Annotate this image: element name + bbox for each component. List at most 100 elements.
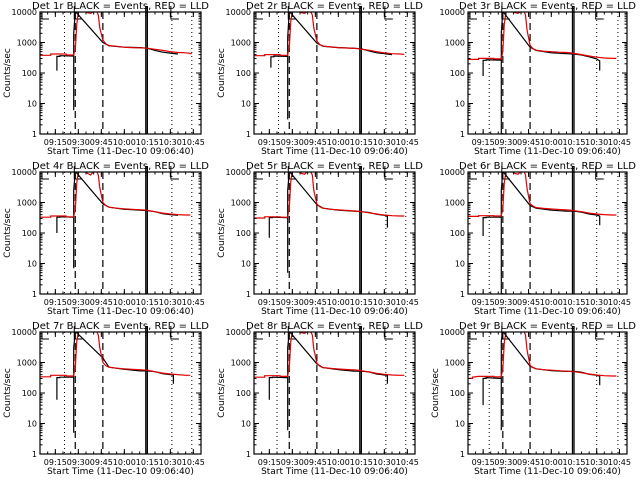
- xtick-label: 09:30: [281, 458, 304, 467]
- ytick-label: 1000: [17, 199, 37, 208]
- xtick-label: 10:30: [585, 458, 608, 467]
- xtick-label: 09:15: [44, 298, 67, 307]
- ytick-label: 10000: [12, 168, 37, 177]
- xtick-label: 09:15: [472, 458, 495, 467]
- series-line-lld: [40, 172, 191, 218]
- xtick-label: 09:45: [304, 138, 327, 147]
- xtick-label: 09:15: [258, 298, 281, 307]
- series-line-events: [482, 12, 601, 134]
- ytick-label: 10: [27, 420, 37, 429]
- ytick-label: 1: [460, 130, 465, 139]
- y-axis-label: Counts/sec: [3, 368, 13, 418]
- xtick-label: 10:45: [608, 298, 631, 307]
- ytick-label: 1: [460, 290, 465, 299]
- xtick-label: 10:15: [136, 298, 159, 307]
- xtick-label: 10:00: [113, 138, 136, 147]
- xtick-label: 10:15: [136, 458, 159, 467]
- ytick-label: 10: [27, 260, 37, 269]
- bracket-marker: [384, 6, 393, 20]
- ytick-label: 10000: [226, 168, 251, 177]
- series-line-events: [482, 172, 601, 294]
- xtick-label: 10:00: [327, 458, 350, 467]
- marker-lines: [64, 332, 193, 454]
- xtick-label: 10:15: [562, 458, 585, 467]
- ytick-label: 100: [22, 229, 37, 238]
- xtick-label: 09:45: [90, 138, 113, 147]
- xtick-label: 10:45: [396, 298, 419, 307]
- bracket-marker: [170, 6, 179, 20]
- ytick-label: 10000: [12, 8, 37, 17]
- xtick-label: 09:45: [304, 298, 327, 307]
- xtick-label: 09:30: [494, 458, 517, 467]
- marker-lines: [278, 12, 407, 134]
- x-axis-label: Start Time (11-Dec-10 09:06:40): [261, 307, 408, 317]
- xtick-label: 10:00: [113, 298, 136, 307]
- xtick-label: 10:45: [608, 458, 631, 467]
- xtick-label: 10:45: [182, 138, 205, 147]
- marker-lines: [276, 332, 407, 454]
- series-line-events: [482, 332, 601, 431]
- xtick-label: 09:30: [494, 138, 517, 147]
- bracket-marker: [384, 326, 393, 340]
- bracket-marker: [595, 326, 604, 340]
- ytick-label: 1000: [231, 359, 251, 368]
- series-group: [254, 172, 405, 273]
- ytick-label: 10000: [12, 328, 37, 337]
- panel-title: Det 3r BLACK = Events, RED = LLD: [459, 1, 636, 12]
- panel-title: Det 7r BLACK = Events, RED = LLD: [32, 321, 209, 332]
- xtick-label: 09:45: [304, 458, 327, 467]
- ytick-label: 10: [455, 420, 465, 429]
- y-axis-label: Counts/sec: [431, 368, 441, 418]
- xtick-label: 10:30: [159, 138, 182, 147]
- panel-title: Det 9r BLACK = Events, RED = LLD: [459, 321, 636, 332]
- xtick-label: 10:15: [136, 138, 159, 147]
- xtick-label: 10:45: [396, 138, 419, 147]
- panel-title: Det 1r BLACK = Events, RED = LLD: [32, 1, 209, 12]
- y-axis-label: Counts/sec: [217, 48, 227, 98]
- panel-title: Det 4r BLACK = Events, RED = LLD: [32, 161, 209, 172]
- series-group: [468, 332, 617, 431]
- xtick-label: 10:30: [159, 298, 182, 307]
- series-group: [40, 172, 191, 269]
- x-axis-label: Start Time (11-Dec-10 09:06:40): [261, 147, 408, 157]
- xtick-label: 10:30: [373, 298, 396, 307]
- x-axis-label: Start Time (11-Dec-10 09:06:40): [474, 307, 621, 317]
- panel-det-5: 1 10 100 1000 10000 09:15 09:30 09:45 10:00 10:15…: [217, 161, 423, 317]
- ytick-label: 1000: [445, 359, 465, 368]
- xtick-label: 10:30: [159, 458, 182, 467]
- xtick-label: 10:15: [562, 298, 585, 307]
- xtick-label: 10:15: [562, 138, 585, 147]
- series-group: [40, 12, 192, 111]
- ytick-label: 10000: [226, 8, 251, 17]
- ytick-label: 10000: [440, 8, 465, 17]
- xtick-label: 09:15: [472, 298, 495, 307]
- panel-det-1: 1 10 100 1000 10000 09:15 09:30 09:45 10:00 10:15…: [3, 1, 209, 157]
- x-axis-label: Start Time (11-Dec-10 09:06:40): [261, 467, 408, 477]
- x-axis-label: Start Time (11-Dec-10 09:06:40): [474, 147, 621, 157]
- ytick-label: 100: [22, 389, 37, 398]
- xtick-label: 10:15: [350, 298, 373, 307]
- xtick-label: 10:45: [396, 458, 419, 467]
- xtick-label: 09:15: [258, 138, 281, 147]
- panel-title: Det 6r BLACK = Events, RED = LLD: [459, 161, 636, 172]
- y-axis-label: Counts/sec: [217, 368, 227, 418]
- y-axis-label: Counts/sec: [3, 48, 13, 98]
- series-group: [468, 172, 617, 294]
- marker-lines: [488, 12, 619, 134]
- xtick-label: 09:15: [472, 138, 495, 147]
- xtick-label: 10:00: [113, 458, 136, 467]
- xtick-label: 10:30: [585, 138, 608, 147]
- ytick-label: 100: [450, 229, 465, 238]
- ytick-label: 1: [32, 450, 37, 459]
- marker-lines: [276, 172, 407, 294]
- ytick-label: 1: [246, 290, 251, 299]
- xtick-label: 10:30: [373, 138, 396, 147]
- xtick-label: 09:30: [281, 298, 304, 307]
- marker-lines: [488, 172, 619, 294]
- series-group: [254, 12, 405, 120]
- xtick-label: 10:45: [608, 138, 631, 147]
- series-line-events: [270, 12, 393, 120]
- panel-det-6: 1 10 100 1000 10000 09:15 09:30 09:45 10:00 10:15…: [440, 161, 637, 317]
- xtick-label: 09:15: [258, 458, 281, 467]
- series-group: [40, 332, 191, 433]
